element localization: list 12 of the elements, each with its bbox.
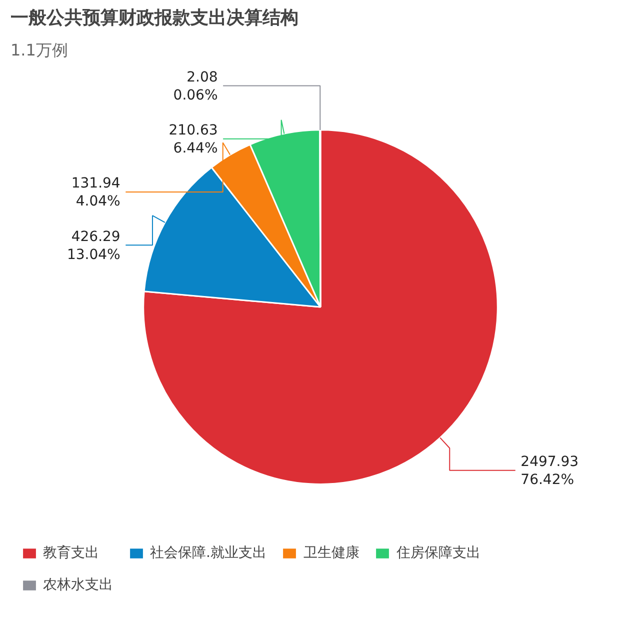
data-label: 426.29 13.04% [66,228,120,263]
data-label: 210.63 6.44% [168,122,218,157]
legend-label: 卫生健康 [303,544,360,562]
legend-label: 农林水支出 [43,576,113,594]
data-label: 131.94 4.04% [71,176,120,210]
data-label: 2.08 0.06% [173,70,218,104]
legend-label: 住房保障支出 [396,544,480,562]
legend-label: 教育支出 [43,544,99,562]
legend-label: 社会保障.就业支出 [150,544,266,562]
chart-title: 一般公共预算财政报款支出决算结构 [10,8,298,28]
data-label: 2497.93 76.42% [520,454,579,488]
chart-subtitle: 1.1万例 [10,40,68,60]
